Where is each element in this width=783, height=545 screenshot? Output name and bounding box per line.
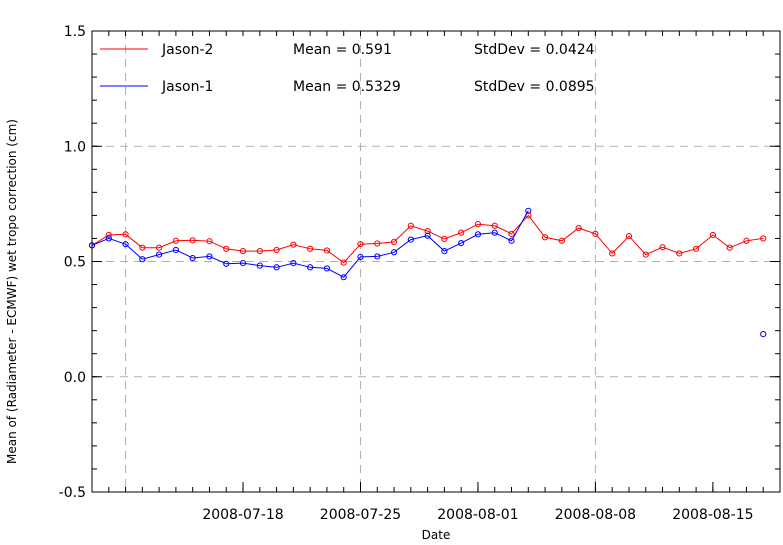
data-point-jason-2 (592, 230, 599, 237)
legend-label-jason-1: Jason-1 (161, 79, 213, 95)
data-point-jason-2 (189, 237, 196, 244)
y-tick-label: 0.5 (64, 255, 86, 271)
data-point-jason-1 (256, 262, 263, 269)
data-point-jason-2 (659, 244, 666, 251)
data-point-jason-1 (424, 232, 431, 239)
y-axis-title: Mean of (Radiameter - ECMWF) wet tropo c… (5, 119, 19, 464)
data-point-jason-2 (407, 222, 414, 229)
data-point-jason-2 (709, 231, 716, 239)
grid-lines (92, 30, 780, 492)
legend-std-jason-2: StdDev = 0.0424 (474, 42, 595, 58)
legend-mean-jason-2: Mean = 0.591 (293, 42, 392, 58)
data-point-jason-1 (508, 237, 515, 244)
data-point-jason-1 (172, 246, 180, 254)
series-line-jason-1 (91, 210, 529, 278)
series-line-jason-2 (91, 214, 764, 264)
data-point-jason-1 (474, 231, 482, 238)
x-tick-label: 2008-08-01 (437, 507, 518, 523)
data-point-jason-2 (424, 227, 431, 235)
data-point-jason-1 (760, 331, 767, 338)
data-point-jason-2 (692, 245, 700, 252)
x-axis-title: Date (422, 528, 451, 542)
data-point-jason-1 (357, 253, 364, 260)
y-tick-label: 1.0 (64, 139, 86, 155)
legend: Jason-2 Mean = 0.591 StdDev = 0.0424 Jas… (100, 42, 595, 95)
data-point-jason-1 (458, 239, 465, 247)
data-point-jason-2 (541, 234, 549, 241)
legend-label-jason-2: Jason-2 (161, 42, 213, 58)
axes: 2008-07-18 2008-07-25 2008-08-01 2008-08-08… (59, 24, 781, 523)
data-point-jason-2 (290, 241, 297, 248)
data-point-jason-2 (139, 244, 146, 251)
data-point-jason-2 (726, 244, 733, 251)
data-point-jason-1 (206, 253, 213, 260)
data-point-jason-2 (374, 240, 381, 247)
data-point-jason-2 (223, 245, 230, 252)
data-point-jason-2 (575, 224, 582, 232)
legend-mean-jason-1: Mean = 0.5329 (293, 79, 401, 95)
data-point-jason-1 (189, 254, 196, 262)
data-point-jason-2 (239, 248, 247, 255)
data-point-jason-2 (105, 231, 112, 239)
data-point-jason-2 (357, 241, 364, 248)
x-tick-label: 2008-08-15 (672, 507, 753, 523)
data-point-jason-1 (525, 207, 532, 214)
data-point-jason-1 (156, 251, 163, 258)
data-point-jason-1 (239, 260, 247, 267)
data-point-jason-2 (760, 235, 767, 242)
data-point-jason-2 (625, 233, 633, 240)
data-point-jason-1 (273, 264, 280, 271)
data-point-jason-1 (105, 235, 112, 242)
y-tick-label: 1.5 (64, 24, 86, 40)
y-tick-label: -0.5 (59, 485, 86, 501)
x-tick-label: 2008-08-08 (555, 507, 636, 523)
data-point-jason-1 (390, 249, 398, 256)
data-point-jason-1 (323, 265, 331, 272)
data-point-jason-1 (307, 264, 314, 271)
x-tick-label: 2008-07-25 (320, 507, 401, 523)
data-point-jason-2 (206, 238, 213, 245)
data-point-jason-2 (122, 231, 129, 238)
data-point-jason-2 (458, 229, 465, 236)
data-point-jason-2 (307, 245, 314, 252)
data-point-jason-2 (743, 237, 750, 244)
data-point-jason-2 (609, 250, 616, 257)
series-layer (88, 207, 767, 338)
data-point-jason-1 (374, 253, 381, 260)
data-point-jason-2 (340, 259, 347, 266)
data-point-jason-1 (340, 274, 347, 281)
data-point-jason-2 (323, 247, 331, 254)
data-point-jason-2 (156, 244, 163, 251)
data-point-jason-1 (122, 241, 129, 248)
data-point-jason-2 (256, 248, 263, 255)
data-point-jason-2 (558, 237, 565, 244)
data-point-jason-2 (273, 246, 280, 254)
data-point-jason-2 (441, 235, 448, 243)
data-point-jason-2 (491, 222, 498, 229)
data-point-jason-2 (474, 221, 482, 228)
data-point-jason-1 (491, 229, 498, 236)
data-point-jason-2 (676, 250, 683, 257)
data-point-jason-1 (407, 236, 414, 243)
data-point-jason-2 (390, 238, 398, 246)
data-point-jason-1 (441, 248, 448, 255)
data-point-jason-2 (172, 237, 180, 244)
data-point-jason-2 (642, 251, 649, 258)
legend-std-jason-1: StdDev = 0.0895 (474, 79, 595, 95)
data-point-jason-1 (139, 256, 146, 263)
y-tick-label: 0.0 (64, 370, 86, 386)
data-point-jason-1 (290, 260, 297, 267)
x-tick-label: 2008-07-18 (202, 507, 283, 523)
data-point-jason-2 (508, 230, 515, 237)
data-point-jason-1 (223, 260, 230, 267)
